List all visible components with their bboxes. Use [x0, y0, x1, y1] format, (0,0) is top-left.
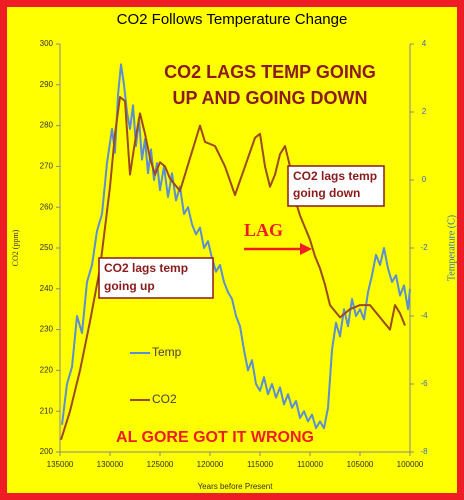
- x-tick-label: 115000: [247, 460, 274, 469]
- x-tick-label: 135000: [47, 460, 74, 469]
- annotation-text: going down: [293, 186, 360, 200]
- x-tick-label: 120000: [197, 460, 224, 469]
- annotation-text: going up: [104, 279, 155, 293]
- annotation-text: CO2 lags temp: [104, 261, 188, 275]
- y-tick-label: 290: [40, 80, 54, 89]
- y2-axis-title: Temperature (C): [446, 215, 457, 281]
- series-line: [61, 63, 411, 430]
- y2-tick-label: -6: [420, 379, 428, 388]
- x-tick-label: 100000: [397, 460, 424, 469]
- y-axis-title: CO2 (ppm): [11, 229, 20, 266]
- y-tick-label: 250: [40, 243, 54, 252]
- y2-tick-label: 0: [422, 175, 427, 184]
- lag-arrowhead: [300, 243, 312, 255]
- x-tick-label: 125000: [147, 460, 174, 469]
- background: [7, 7, 457, 493]
- y2-tick-label: 4: [422, 39, 427, 48]
- annotation-box: [287, 165, 385, 207]
- y-tick-label: 280: [40, 121, 54, 130]
- headline: UP AND GOING DOWN: [172, 88, 367, 108]
- y2-tick-label: 2: [422, 107, 427, 116]
- legend-label: Temp: [152, 345, 182, 359]
- x-tick-label: 105000: [347, 460, 374, 469]
- y-tick-label: 200: [40, 447, 54, 456]
- y-tick-label: 270: [40, 162, 54, 171]
- y-tick-label: 210: [40, 406, 54, 415]
- x-tick-label: 130000: [97, 460, 124, 469]
- headline: CO2 LAGS TEMP GOING: [164, 62, 376, 82]
- series-line: [60, 96, 406, 441]
- y2-tick-label: -2: [420, 243, 428, 252]
- y-tick-label: 230: [40, 325, 54, 334]
- annotation-text: CO2 lags temp: [293, 169, 377, 183]
- x-axis-title: Years before Present: [198, 482, 274, 491]
- lag-label: LAG: [244, 220, 283, 240]
- y2-tick-label: -4: [420, 311, 428, 320]
- y-tick-label: 260: [40, 202, 54, 211]
- footer-text: AL GORE GOT IT WRONG: [116, 429, 314, 446]
- chart-title: CO2 Follows Temperature Change: [117, 11, 348, 28]
- x-tick-label: 110000: [297, 460, 324, 469]
- y-tick-label: 300: [40, 39, 54, 48]
- annotation-box: [98, 257, 214, 299]
- legend-label: CO2: [152, 392, 177, 406]
- y2-tick-label: -8: [420, 447, 428, 456]
- y-tick-label: 220: [40, 366, 54, 375]
- y-tick-label: 240: [40, 284, 54, 293]
